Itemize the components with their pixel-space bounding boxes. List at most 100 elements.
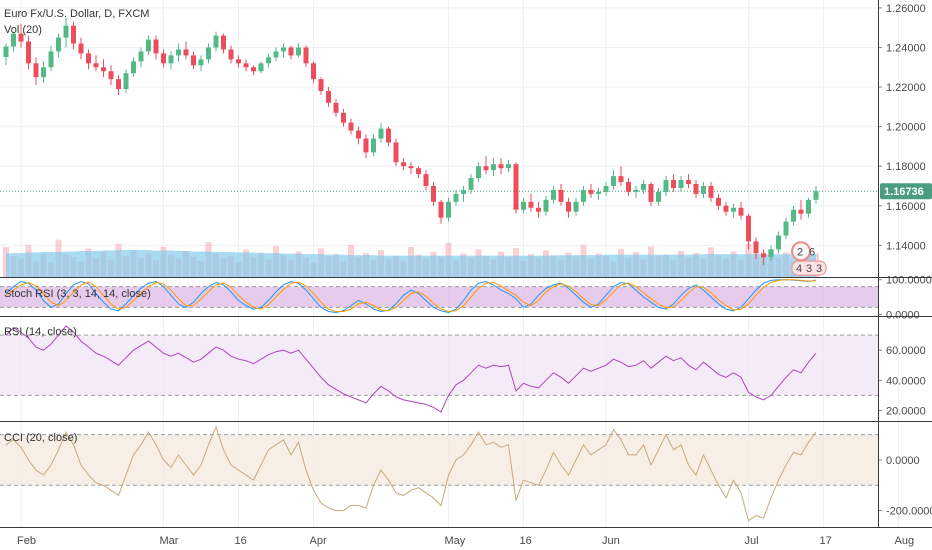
x-tick-label: May — [445, 535, 466, 547]
indicator-series-line — [5, 325, 817, 413]
event-marker — [791, 241, 811, 262]
candle-body — [663, 180, 669, 192]
candle-body — [566, 201, 571, 212]
candle-body — [48, 51, 54, 68]
candle-body — [273, 51, 279, 58]
candle-body — [11, 33, 16, 47]
x-tick-label: Apr — [310, 535, 327, 547]
candle-body — [191, 55, 196, 66]
candle-body — [438, 201, 444, 218]
candle-body — [776, 235, 781, 250]
x-tick-label: 17 — [820, 535, 832, 547]
candle-body — [513, 164, 519, 210]
candle-body — [341, 112, 346, 123]
candle-body — [71, 25, 76, 44]
indicator-series-line — [5, 279, 817, 313]
candle-body — [386, 128, 391, 143]
x-tick-label: Feb — [17, 535, 36, 547]
candle-body — [363, 138, 369, 153]
indicator-y-tick-label: 0.0000 — [886, 455, 920, 467]
marker-label: 6 — [809, 246, 815, 258]
candle-body — [86, 53, 91, 64]
candle-body — [416, 168, 421, 175]
price-y-tick-label: 1.24000 — [886, 42, 926, 54]
candle-body — [63, 25, 69, 38]
x-tick-label: 16 — [235, 535, 247, 547]
candle-body — [101, 67, 106, 72]
rsi-pane: 60.0000 40.0000 20.0000 — [0, 317, 926, 421]
price-y-tick-label: 1.16000 — [886, 201, 926, 213]
cci-pane: 0.0000 -200.0000 — [0, 422, 932, 527]
price-title: Euro Fx/U.S. Dollar, D, FXCM — [4, 8, 149, 20]
price-y-tick-label: 1.26000 — [886, 3, 926, 15]
candle-body — [176, 49, 181, 56]
marker-label: 3 — [806, 263, 812, 275]
candle-body — [243, 63, 249, 68]
candle-body — [528, 201, 534, 208]
candle-body — [453, 193, 459, 202]
candle-body — [266, 57, 271, 64]
volume-title: Vol (20) — [4, 24, 42, 36]
x-tick-label: Aug — [895, 535, 915, 547]
candle-body — [378, 128, 384, 139]
candle-body — [138, 51, 144, 62]
candle-body — [783, 221, 789, 236]
x-tick-label: Jun — [602, 535, 620, 547]
candle-body — [491, 164, 496, 171]
x-tick-label: Jul — [745, 535, 759, 547]
candle-body — [798, 209, 804, 214]
candle-body — [723, 205, 729, 212]
candle-body — [611, 176, 616, 186]
candle-body — [198, 59, 204, 66]
candle-body — [446, 201, 451, 218]
indicator-series-line — [5, 279, 817, 314]
candle-body — [686, 180, 691, 185]
candle-body — [123, 73, 129, 90]
marker-label: 4 — [796, 263, 802, 275]
candle-body — [303, 47, 309, 64]
candle-body — [251, 67, 256, 72]
candle-body — [791, 209, 796, 222]
candle-body — [641, 184, 646, 190]
candle-body — [393, 142, 399, 163]
candle-body — [56, 37, 61, 52]
price-pane: 1.26000 1.24000 1.22000 1.20000 1.18000 1.160… — [0, 0, 932, 277]
indicator-y-tick-label: 100.0000 — [886, 275, 932, 287]
rsi-title: RSI (14, close) — [4, 326, 77, 338]
indicator-y-tick-label: 60.0000 — [886, 345, 926, 357]
candle-body — [33, 63, 39, 78]
candle-body — [221, 35, 226, 50]
candle-body — [116, 79, 121, 90]
candle-body — [281, 47, 286, 52]
marker-label: 2 — [797, 246, 803, 258]
candle-body — [318, 79, 324, 92]
candle-body — [768, 249, 774, 258]
indicator-y-tick-label: 0.0000 — [886, 309, 920, 321]
candle-body — [206, 47, 211, 60]
candle-body — [476, 166, 481, 179]
candle-body — [506, 164, 511, 169]
candle-body — [333, 102, 339, 113]
candle-body — [356, 130, 361, 139]
candle-body — [678, 180, 684, 188]
x-tick-label: 16 — [520, 535, 532, 547]
pane-titles: Euro Fx/U.S. Dollar, D, FXCM Vol (20) St… — [4, 8, 151, 444]
last-price-value: 1.16736 — [884, 186, 924, 198]
candle-body — [168, 55, 174, 64]
indicator-y-tick-label: 20.0000 — [886, 405, 926, 417]
candle-body — [468, 178, 474, 190]
candle-body — [558, 189, 564, 202]
candle-body — [311, 63, 316, 80]
event-marker — [791, 260, 827, 276]
x-tick-label: Mar — [160, 535, 179, 547]
candle-body — [108, 71, 114, 80]
candle-body — [813, 191, 819, 200]
price-y-tick-label: 1.18000 — [886, 161, 926, 173]
candle-body — [161, 53, 166, 64]
candle-body — [371, 138, 376, 153]
indicator-y-tick-label: 40.0000 — [886, 375, 926, 387]
candle-body — [431, 185, 436, 202]
candle-body — [581, 189, 586, 202]
candle-body — [408, 166, 414, 169]
